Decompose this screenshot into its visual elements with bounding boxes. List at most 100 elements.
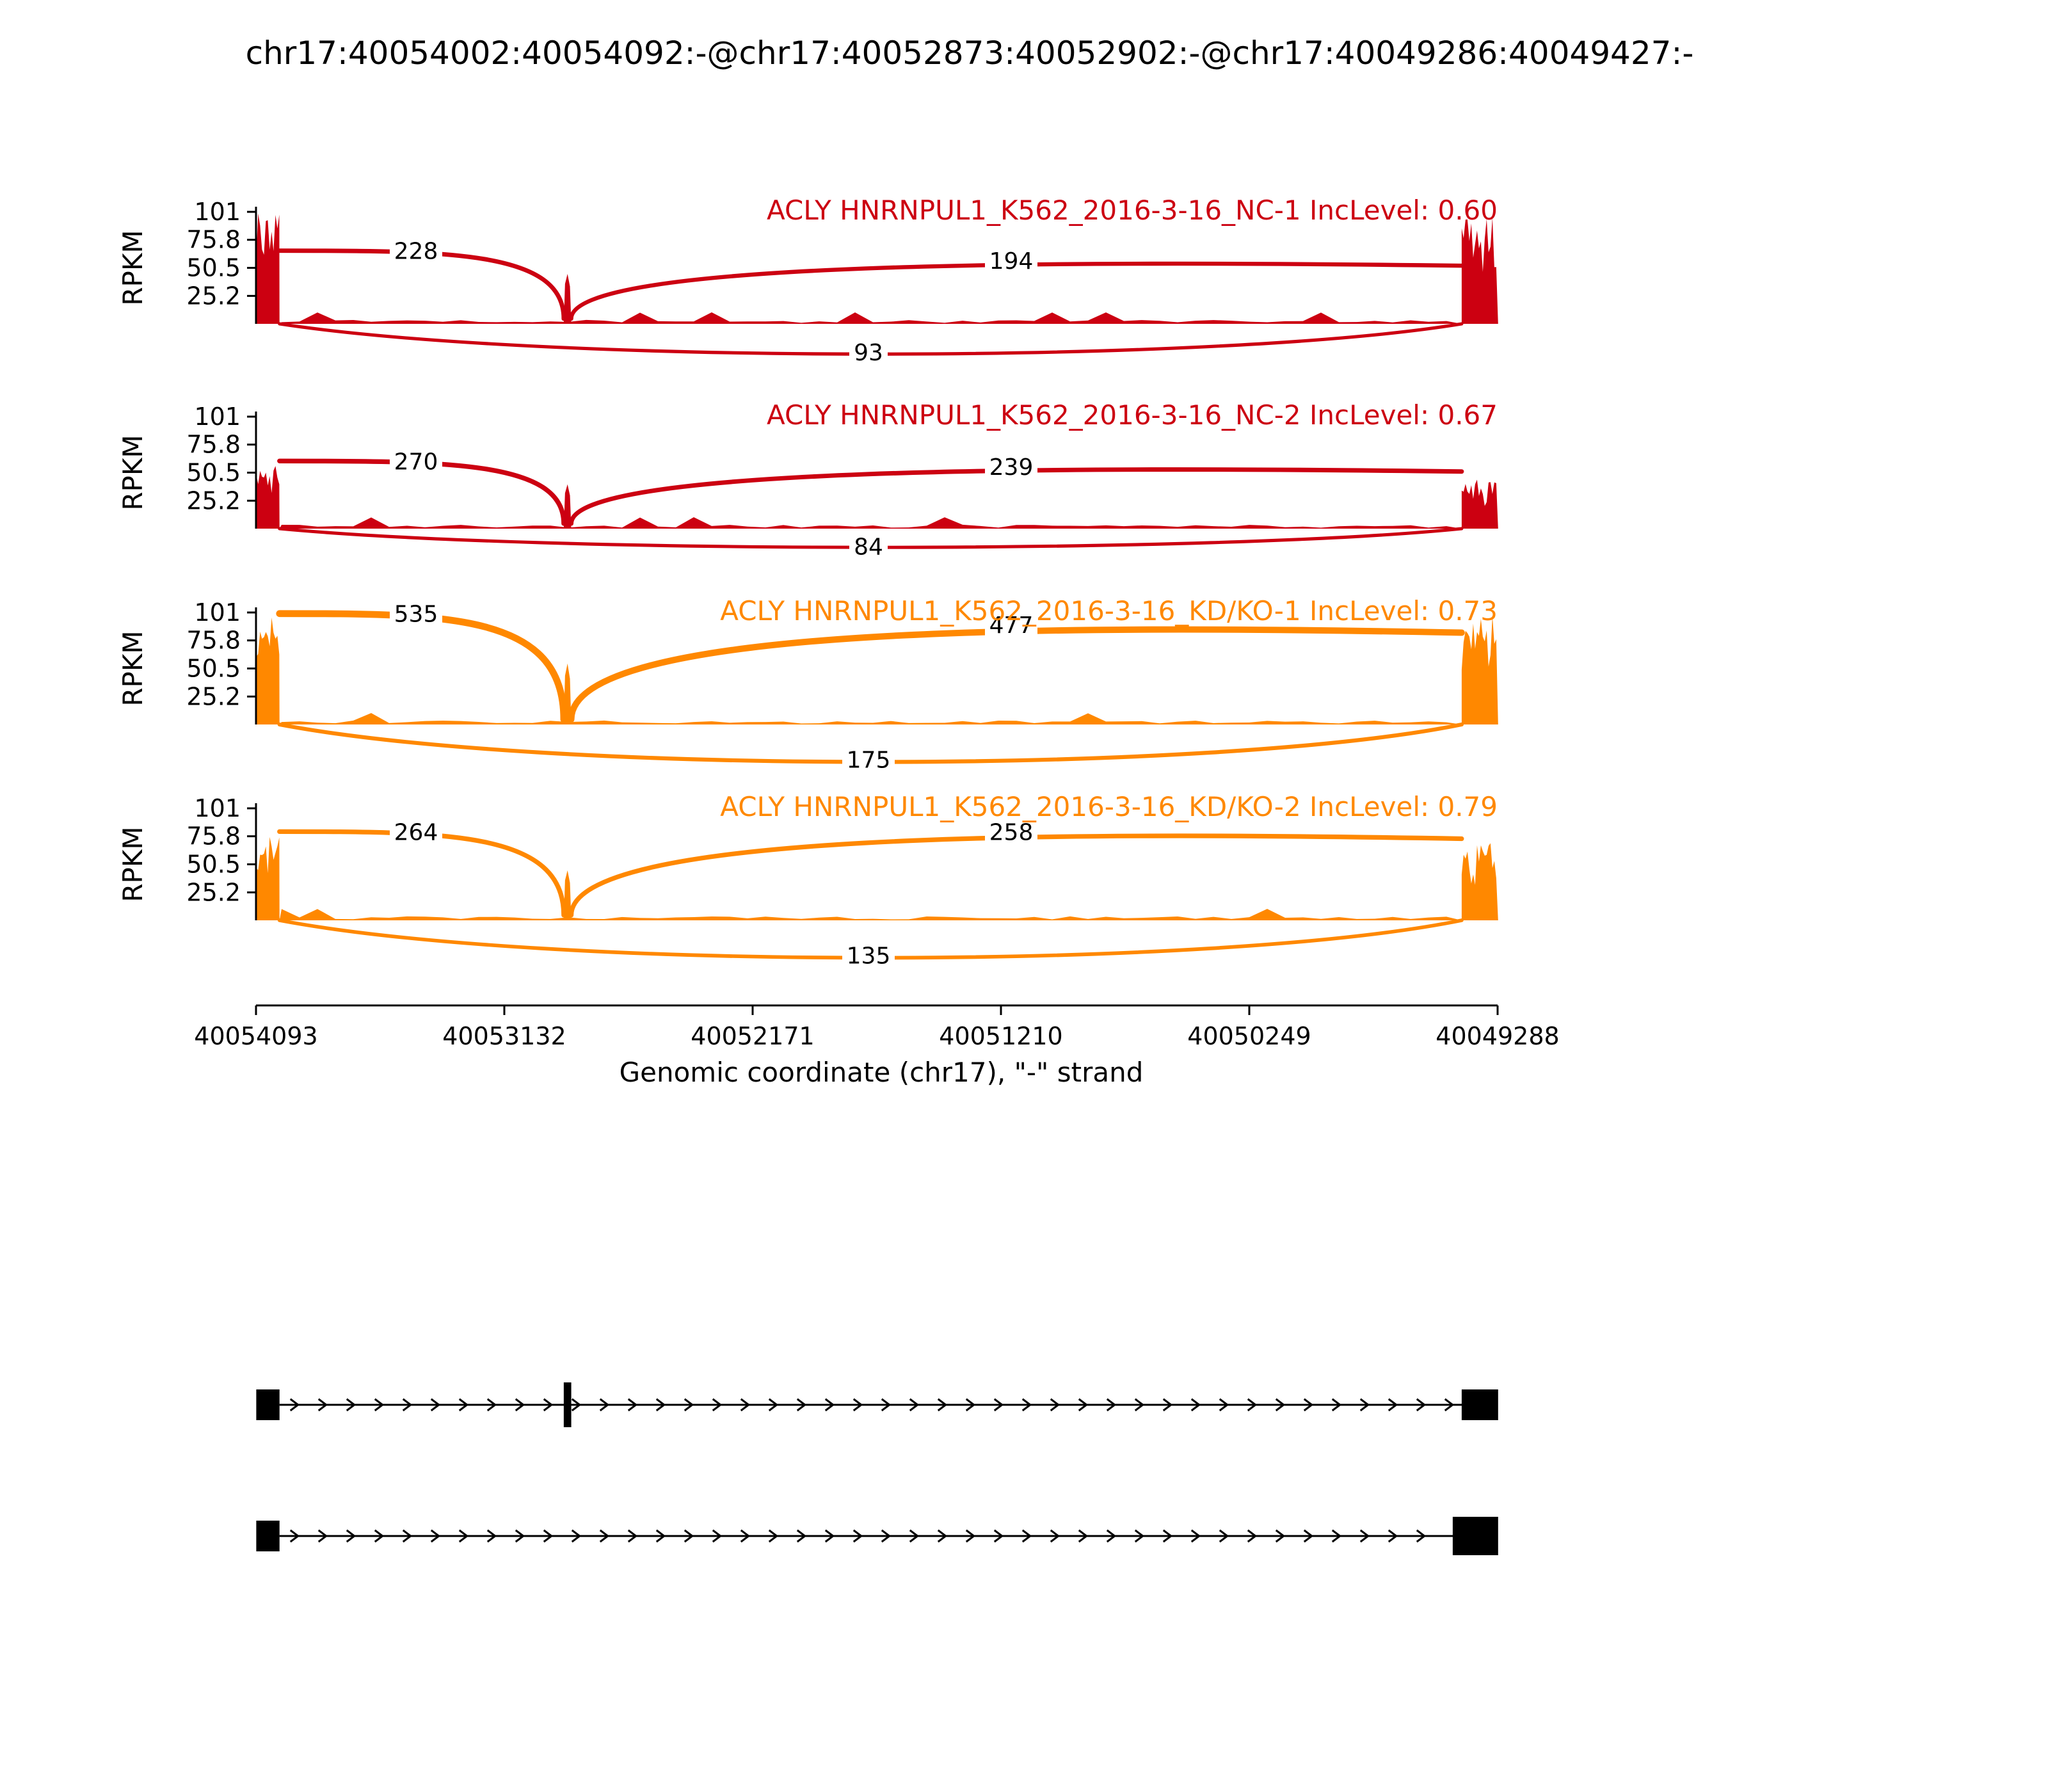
y-tick-label: 50.5	[186, 254, 241, 282]
strand-arrow	[796, 1398, 807, 1412]
strand-arrow	[515, 1529, 525, 1543]
downstream-junction-count-halo	[985, 611, 1037, 639]
strand-arrow	[486, 1398, 497, 1412]
strand-arrow	[1219, 1529, 1229, 1543]
strand-arrow	[824, 1529, 835, 1543]
y-tick-label: 75.8	[186, 431, 241, 459]
strand-arrow	[346, 1398, 356, 1412]
upstream-junction-count: 270	[394, 449, 438, 475]
strand-arrow	[1134, 1398, 1145, 1412]
downstream-inclusion-arc	[569, 467, 1464, 526]
strand-arrow	[430, 1398, 441, 1412]
strand-arrow	[571, 1398, 582, 1412]
track-label: ACLY HNRNPUL1_K562_2016-3-16_KD/KO-2 Inc…	[720, 791, 1498, 822]
intron-coverage	[279, 517, 1462, 529]
exon-block	[1452, 1517, 1498, 1555]
x-tick-label: 40052171	[691, 1022, 814, 1050]
strand-arrow	[684, 1398, 694, 1412]
downstream-junction-count-halo	[985, 818, 1037, 845]
upstream-junction-count-halo	[390, 447, 442, 475]
exon-block	[256, 1389, 280, 1420]
x-axis-group: Genomic coordinate (chr17), "-" strand 4…	[194, 1004, 1560, 1088]
strand-arrow	[1078, 1398, 1089, 1412]
strand-arrow	[1021, 1529, 1032, 1543]
skipping-junction-count-halo	[849, 339, 888, 366]
strand-arrow	[1331, 1529, 1342, 1543]
track-label: ACLY HNRNPUL1_K562_2016-3-16_NC-2 IncLev…	[767, 399, 1498, 431]
upstream-inclusion-arc	[277, 829, 566, 918]
strand-arrow	[1359, 1529, 1370, 1543]
strand-arrow	[909, 1398, 920, 1412]
intron-coverage	[279, 713, 1462, 724]
upstream-exon-coverage	[256, 213, 280, 324]
strand-arrow	[993, 1398, 1004, 1412]
track-label: ACLY HNRNPUL1_K562_2016-3-16_NC-1 IncLev…	[767, 195, 1498, 226]
skipping-junction-count: 175	[847, 748, 891, 774]
upstream-inclusion-arc	[276, 610, 568, 723]
downstream-inclusion-arc	[569, 261, 1464, 321]
y-tick-label: 101	[194, 794, 241, 822]
x-tick-label: 40054093	[194, 1022, 317, 1050]
strand-arrow	[852, 1398, 863, 1412]
downstream-exon-coverage	[1461, 616, 1498, 724]
y-tick-label: 50.5	[186, 459, 241, 487]
strand-arrow	[1190, 1398, 1201, 1412]
strand-arrow	[1388, 1529, 1398, 1543]
downstream-junction-count: 477	[989, 612, 1034, 639]
skipping-junction-count: 135	[847, 943, 891, 970]
strand-arrow	[852, 1529, 863, 1543]
strand-arrow	[1416, 1529, 1427, 1543]
strand-arrow	[317, 1529, 328, 1543]
strand-arrow	[937, 1529, 948, 1543]
downstream-inclusion-arc	[568, 626, 1465, 723]
strand-arrow	[1190, 1529, 1201, 1543]
y-tick-label: 25.2	[186, 682, 241, 710]
downstream-junction-count-halo	[985, 452, 1037, 480]
strand-arrow	[1247, 1529, 1258, 1543]
y-tick-label: 101	[194, 198, 241, 226]
strand-arrow	[627, 1398, 638, 1412]
intron-coverage	[279, 909, 1462, 920]
strand-arrow	[1050, 1398, 1060, 1412]
strand-arrow	[1275, 1529, 1286, 1543]
upstream-junction-count: 264	[394, 819, 438, 845]
y-tick-label: 75.8	[186, 627, 241, 655]
upstream-inclusion-arc	[277, 248, 566, 321]
strand-arrow	[515, 1398, 525, 1412]
y-tick-label: 25.2	[186, 282, 241, 310]
y-axis-title: RPKM	[117, 630, 148, 706]
strand-arrow	[1275, 1398, 1286, 1412]
downstream-inclusion-arc	[568, 833, 1464, 918]
strand-arrow	[655, 1529, 666, 1543]
strand-arrow	[1134, 1529, 1145, 1543]
intron-coverage	[279, 312, 1462, 324]
y-tick-label: 25.2	[186, 486, 241, 515]
y-tick-label: 75.8	[186, 226, 241, 254]
upstream-inclusion-arc	[277, 458, 566, 526]
strand-arrow	[289, 1529, 300, 1543]
x-tick-label: 40051210	[939, 1022, 1062, 1050]
strand-arrow	[1050, 1529, 1060, 1543]
strand-arrow	[430, 1529, 441, 1543]
strand-arrow	[1416, 1398, 1427, 1412]
exon-block	[563, 1382, 572, 1427]
strand-arrow	[599, 1529, 610, 1543]
skipping-junction-count-halo	[842, 941, 895, 969]
downstream-exon-coverage	[1461, 479, 1498, 529]
strand-arrow	[881, 1398, 892, 1412]
y-tick-label: 50.5	[186, 851, 241, 879]
downstream-junction-count: 194	[989, 248, 1034, 275]
strand-arrow	[740, 1529, 751, 1543]
skipping-junction-count: 93	[854, 340, 883, 366]
strand-arrow	[909, 1529, 920, 1543]
gene-models-group	[256, 1382, 1498, 1555]
strand-arrow	[824, 1398, 835, 1412]
y-tick-label: 25.2	[186, 878, 241, 906]
exon-block	[1461, 1389, 1498, 1420]
track-label: ACLY HNRNPUL1_K562_2016-3-16_KD/KO-1 Inc…	[720, 595, 1498, 627]
strand-arrow	[768, 1398, 779, 1412]
